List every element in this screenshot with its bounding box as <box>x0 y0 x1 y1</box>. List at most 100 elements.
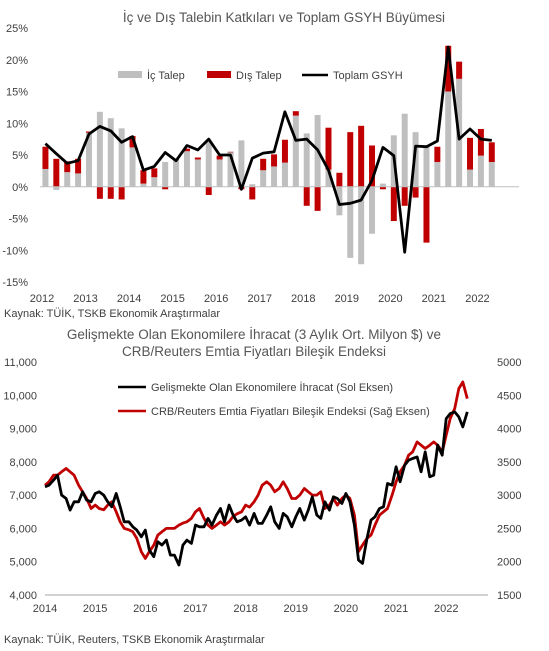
bar-ic-talep <box>129 147 136 187</box>
x-tick-label: 2016 <box>204 293 228 305</box>
bar-ic-talep <box>85 132 92 187</box>
bar-dis-talep <box>53 158 60 187</box>
y-tick-label: -5% <box>8 214 28 226</box>
legend-swatch-ic-talep <box>118 71 142 78</box>
y-right-tick-label: 2000 <box>497 557 521 569</box>
line-toplam-gsyh <box>44 45 492 254</box>
x-tick-label: 2019 <box>335 293 359 305</box>
y-tick-label: 0% <box>12 182 28 194</box>
legend-label-exports: Gelişmekte Olan Ekonomilere İhracat (Sol… <box>151 381 393 394</box>
chart2-title-line2: CRB/Reuters Emtia Fiyatları Bileşik Ende… <box>122 344 386 359</box>
bar-dis-talep <box>205 186 212 196</box>
bar-dis-talep <box>162 186 169 190</box>
x-tick-label: 2022 <box>434 603 458 615</box>
y-right-tick-label: 4000 <box>497 424 521 436</box>
y-right-tick-label: 2500 <box>497 523 521 535</box>
bar-ic-talep <box>379 183 386 187</box>
bar-dis-talep <box>281 139 288 163</box>
bar-dis-talep <box>129 135 136 148</box>
y-tick-label: -15% <box>2 277 28 289</box>
bar-dis-talep <box>75 158 82 174</box>
x-tick-label: 2015 <box>160 293 184 305</box>
x-tick-label: 2017 <box>247 293 271 305</box>
bar-ic-talep <box>358 186 365 265</box>
legend-label-crb: CRB/Reuters Emtia Fiyatları Bileşik Ende… <box>151 406 430 418</box>
bar-dis-talep <box>227 151 234 153</box>
bar-dis-talep <box>194 157 201 160</box>
bar-dis-talep <box>292 111 299 116</box>
bar-ic-talep <box>107 118 114 187</box>
bar-ic-talep <box>205 141 212 187</box>
legend-label-dis-talep: Dış Talep <box>236 70 282 82</box>
x-tick-label: 2018 <box>233 603 257 615</box>
bar-dis-talep <box>358 125 365 187</box>
bar-ic-talep <box>445 91 452 187</box>
y-left-tick-label: 10,000 <box>3 390 37 402</box>
x-tick-label: 2016 <box>133 603 157 615</box>
y-left-tick-label: 6,000 <box>9 523 37 535</box>
bar-dis-talep <box>42 146 49 169</box>
legend-swatch-dis-talep <box>207 71 231 78</box>
bar-dis-talep <box>379 186 386 190</box>
x-tick-label: 2018 <box>291 293 315 305</box>
bar-dis-talep <box>64 161 71 173</box>
legend-label-ic-talep: İç Talep <box>147 69 185 82</box>
bar-dis-talep <box>151 168 158 178</box>
y-right-tick-label: 1500 <box>497 590 521 602</box>
y-left-tick-label: 8,000 <box>9 457 37 469</box>
bar-ic-talep <box>53 186 60 190</box>
bar-dis-talep <box>118 186 125 200</box>
bar-ic-talep <box>162 161 169 187</box>
bar-dis-talep <box>216 155 223 160</box>
bar-dis-talep <box>347 132 354 187</box>
y-left-tick-label: 11,000 <box>4 357 37 369</box>
y-left-tick-label: 9,000 <box>9 424 37 436</box>
y-left-tick-label: 5,000 <box>9 557 37 569</box>
y-left-tick-label: 4,000 <box>9 590 37 602</box>
bar-dis-talep <box>390 186 397 222</box>
x-tick-label: 2017 <box>183 603 207 615</box>
x-tick-label: 2020 <box>334 603 358 615</box>
exports-commodity-chart: Gelişmekte Olan Ekonomilere İhracat (3 A… <box>3 327 521 646</box>
bar-ic-talep <box>477 155 484 187</box>
chart2-title-line1: Gelişmekte Olan Ekonomilere İhracat (3 A… <box>67 327 441 342</box>
bar-dis-talep <box>85 131 92 133</box>
bar-dis-talep <box>314 186 321 211</box>
y-tick-label: 10% <box>6 118 28 130</box>
legend-label-toplam-gsyh: Toplam GSYH <box>333 70 403 82</box>
bar-dis-talep <box>249 186 256 200</box>
bar-ic-talep <box>118 128 125 187</box>
x-tick-label: 2013 <box>73 293 97 305</box>
bar-ic-talep <box>216 159 223 187</box>
chart2-source: Kaynak: TÜİK, Reuters, TSKB Ekonomik Ara… <box>4 633 265 646</box>
bar-dis-talep <box>423 186 430 243</box>
y-tick-label: 25% <box>6 23 28 35</box>
x-tick-label: 2014 <box>117 293 141 305</box>
chart1-title: İç ve Dış Talebin Katkıları ve Toplam GS… <box>123 10 445 25</box>
x-tick-label: 2021 <box>384 603 408 615</box>
gdp-contribution-chart: İç ve Dış Talebin Katkıları ve Toplam GS… <box>2 10 519 320</box>
bar-ic-talep <box>260 170 267 187</box>
bar-ic-talep <box>140 183 147 187</box>
x-tick-label: 2015 <box>83 603 107 615</box>
bar-dis-talep <box>488 142 495 162</box>
bar-dis-talep <box>412 186 419 198</box>
bar-dis-talep <box>325 127 332 170</box>
bar-dis-talep <box>140 170 147 184</box>
x-tick-label: 2014 <box>33 603 57 615</box>
bar-ic-talep <box>467 169 474 187</box>
bar-ic-talep <box>271 166 278 187</box>
y-tick-label: 20% <box>6 55 28 67</box>
bar-ic-talep <box>227 151 234 187</box>
bar-ic-talep <box>325 169 332 187</box>
line-exports <box>44 410 469 567</box>
chart1-source: Kaynak: TÜİK, TSKB Ekonomik Araştırmalar <box>4 307 220 320</box>
bar-ic-talep <box>173 158 180 187</box>
bar-ic-talep <box>194 159 201 187</box>
bar-dis-talep <box>183 148 190 152</box>
bar-ic-talep <box>183 151 190 187</box>
bar-ic-talep <box>488 161 495 187</box>
bar-ic-talep <box>281 162 288 187</box>
bar-dis-talep <box>434 146 441 162</box>
